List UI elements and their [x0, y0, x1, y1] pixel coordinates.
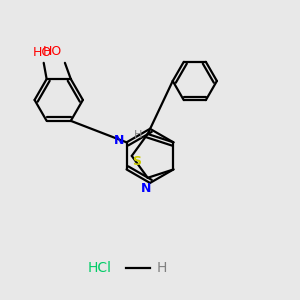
Text: H: H	[134, 130, 142, 140]
Text: HO: HO	[43, 45, 62, 58]
Text: HO: HO	[33, 46, 52, 59]
Text: N: N	[114, 134, 124, 147]
Text: HCl: HCl	[88, 261, 112, 275]
Text: H: H	[157, 261, 167, 275]
Text: N: N	[140, 182, 151, 195]
Text: S: S	[132, 155, 141, 168]
